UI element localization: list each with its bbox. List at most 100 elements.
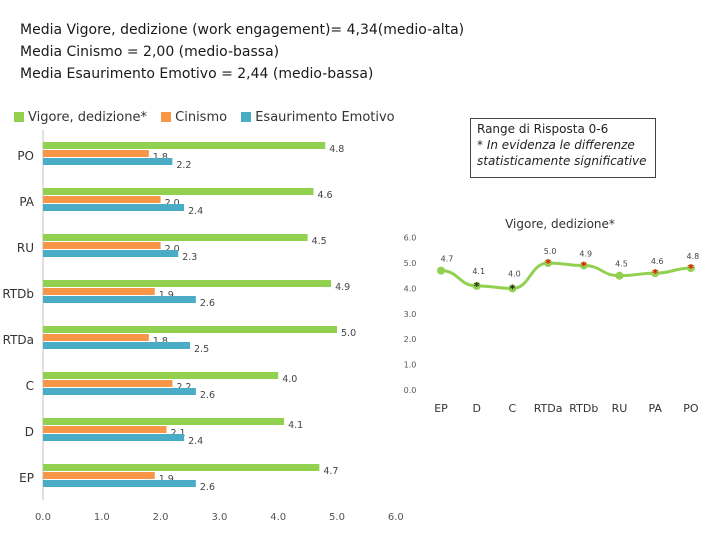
bar-value-label: 1.9 — [159, 290, 174, 301]
bar-value-label: 2.4 — [188, 206, 203, 217]
bar-x-tick: 4.0 — [270, 512, 286, 523]
legend-item-vigore: Vigore, dedizione* — [14, 110, 147, 125]
bar-EP-s2 — [43, 480, 196, 487]
line-value-label: 5.0 — [544, 247, 557, 256]
bar-C-s1 — [43, 380, 173, 387]
bar-value-label: 2.2 — [176, 160, 191, 171]
significance-marker: * — [581, 260, 587, 273]
bar-D-s0 — [43, 418, 285, 425]
bar-value-label: 2.4 — [188, 436, 203, 447]
line-point-D — [472, 281, 481, 290]
bar-category-label: D — [25, 425, 34, 439]
bar-C-s0 — [43, 372, 279, 379]
bar-RU-s1 — [43, 242, 161, 249]
line-x-label: PA — [648, 402, 662, 415]
line-point-RU — [615, 271, 624, 280]
line-x-label: C — [509, 402, 517, 415]
bar-PO-s0 — [43, 142, 326, 149]
line-chart-title: Vigore, dedizione* — [505, 217, 615, 231]
bar-EP-s1 — [43, 472, 155, 479]
bar-C-s2 — [43, 388, 196, 395]
line-x-label: D — [472, 402, 480, 415]
bar-x-tick: 0.0 — [35, 512, 51, 523]
bar-RTDb-s1 — [43, 288, 155, 295]
bar-value-label: 2.2 — [176, 382, 191, 393]
line-x-label: PO — [683, 402, 699, 415]
bar-PA-s2 — [43, 204, 185, 211]
bar-value-label: 4.7 — [323, 466, 338, 477]
legend-swatch-vigore — [14, 112, 24, 122]
line-y-tick: 1.0 — [404, 361, 417, 370]
bar-x-tick: 1.0 — [94, 512, 110, 523]
bar-x-tick: 5.0 — [329, 512, 345, 523]
bar-value-label: 1.8 — [153, 152, 168, 163]
bar-chart-legend: Vigore, dedizione* Cinismo Esaurimento E… — [14, 110, 405, 125]
line-y-tick: 3.0 — [404, 310, 417, 319]
line-y-tick: 4.0 — [404, 284, 417, 293]
bar-category-label: PO — [17, 149, 34, 163]
bar-value-label: 4.1 — [288, 420, 303, 431]
header-line-1: Media Vigore, dedizione (work engagement… — [20, 22, 465, 38]
bar-value-label: 2.0 — [165, 244, 180, 255]
significance-marker: * — [652, 267, 658, 280]
bar-category-label: RTDb — [2, 287, 34, 301]
significance-marker: * — [688, 262, 694, 275]
header-line-3: Media Esaurimento Emotivo = 2,44 (medio-… — [20, 66, 374, 82]
bar-x-tick: 2.0 — [153, 512, 169, 523]
legend-swatch-esaurimento — [241, 112, 252, 122]
bar-x-tick: 6.0 — [388, 512, 404, 523]
line-y-tick: 0.0 — [404, 386, 417, 395]
significance-marker: * — [474, 280, 480, 293]
bar-category-label: RTDa — [3, 333, 34, 347]
significance-marker: * — [510, 282, 516, 295]
legend-item-cinismo: Cinismo — [161, 110, 227, 125]
legend-item-esaurimento: Esaurimento Emotivo — [241, 110, 395, 125]
bar-category-label: RU — [17, 241, 34, 255]
bar-value-label: 4.9 — [335, 282, 350, 293]
bar-category-label: C — [26, 379, 34, 393]
legend-swatch-cinismo — [161, 112, 172, 122]
bar-value-label: 4.0 — [282, 374, 297, 385]
line-x-label: RU — [612, 402, 628, 415]
response-range-note: Range di Risposta 0-6 * In evidenza le d… — [470, 118, 656, 178]
bar-x-tick: 3.0 — [211, 512, 227, 523]
line-value-label: 4.7 — [441, 255, 454, 264]
bar-EP-s0 — [43, 464, 320, 471]
bar-value-label: 2.5 — [194, 344, 209, 355]
bar-PA-s0 — [43, 188, 314, 195]
bar-value-label: 1.9 — [159, 474, 174, 485]
line-point-EP — [437, 266, 445, 275]
bar-value-label: 2.0 — [165, 198, 180, 209]
line-chart: Vigore, dedizione* 0.0 1.0 2.0 3.0 4.0 5.0 6.0 4… — [404, 217, 700, 415]
bar-RTDb-s2 — [43, 296, 196, 303]
bar-D-s2 — [43, 434, 185, 441]
bar-category-label: EP — [19, 471, 34, 485]
line-point-RTDb — [579, 261, 588, 270]
line-point-PO — [686, 264, 695, 273]
line-value-label: 4.5 — [615, 260, 628, 269]
bar-value-label: 4.8 — [329, 144, 344, 155]
line-value-label: 4.1 — [472, 267, 485, 276]
bar-RTDa-s2 — [43, 342, 190, 349]
bar-PO-s1 — [43, 150, 149, 157]
line-y-tick: 5.0 — [404, 259, 417, 268]
bar-RTDa-s1 — [43, 334, 149, 341]
bar-D-s1 — [43, 426, 167, 433]
significance-marker: * — [545, 257, 551, 270]
bar-value-label: 5.0 — [341, 328, 356, 339]
bar-RU-s2 — [43, 250, 179, 257]
bar-PA-s1 — [43, 196, 161, 203]
line-point-RTDa — [544, 259, 553, 267]
line-x-label: RTDb — [569, 402, 598, 415]
line-point-PA — [651, 269, 660, 278]
line-value-label: 4.6 — [651, 257, 664, 266]
note-significance: * In evidenza le differenze statisticame… — [477, 138, 647, 168]
bar-value-label: 4.5 — [312, 236, 327, 247]
line-y-tick: 2.0 — [404, 335, 417, 344]
line-x-label: EP — [434, 402, 448, 415]
bar-value-label: 2.6 — [200, 298, 215, 309]
bar-RTDb-s0 — [43, 280, 332, 287]
line-point-C — [508, 284, 517, 293]
line-value-label: 4.9 — [579, 250, 592, 259]
